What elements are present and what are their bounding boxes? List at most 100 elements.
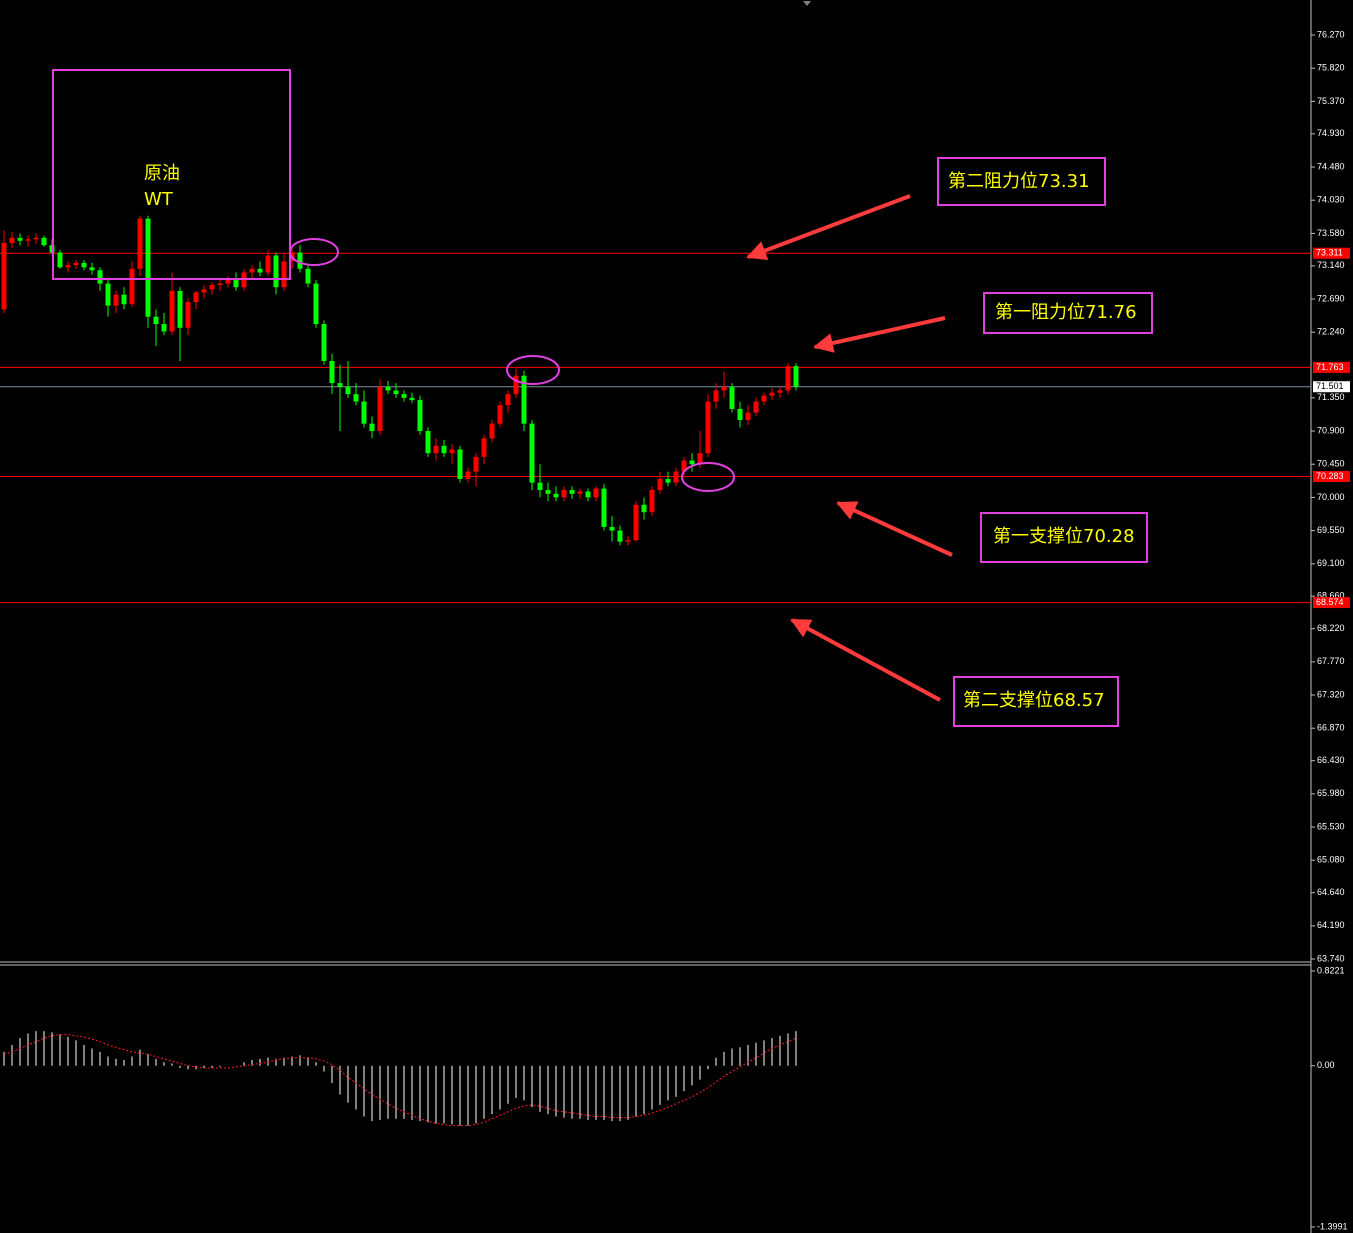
candle-body xyxy=(97,270,103,284)
candle-body xyxy=(529,423,535,483)
candle-body xyxy=(249,268,255,273)
y-tick-label: 72.690 xyxy=(1317,293,1345,303)
candle-body xyxy=(625,540,631,542)
candle-body xyxy=(513,375,519,395)
candle-body xyxy=(41,237,47,246)
candle-body xyxy=(369,423,375,432)
candle-body xyxy=(217,283,223,286)
candle-body xyxy=(665,478,671,483)
candle-body xyxy=(353,394,359,402)
candle-body xyxy=(609,526,615,531)
candle-body xyxy=(641,504,647,513)
candle-body xyxy=(561,490,567,498)
shift-marker xyxy=(803,1,811,6)
candle-body xyxy=(457,449,463,479)
y-tick-label: 70.900 xyxy=(1317,425,1345,435)
y-tick-label: 69.100 xyxy=(1317,558,1345,568)
candle-body xyxy=(225,279,231,284)
macd-tick-label: -1.3991 xyxy=(1317,1221,1348,1231)
candle-body xyxy=(201,289,207,293)
candle-body xyxy=(497,405,503,424)
current-price-bg xyxy=(1313,381,1350,393)
candle-body xyxy=(465,471,471,479)
candle-body xyxy=(305,268,311,284)
candle-body xyxy=(33,237,39,240)
candle-body xyxy=(505,394,511,406)
candle-body xyxy=(689,460,695,465)
candle-body xyxy=(385,386,391,391)
y-tick-label: 65.080 xyxy=(1317,855,1345,865)
candle-body xyxy=(553,493,559,498)
candle-body xyxy=(593,488,599,498)
candle-body xyxy=(313,283,319,325)
candle-body xyxy=(121,294,127,305)
candle-body xyxy=(585,491,591,498)
candle-body xyxy=(89,267,95,271)
level-label-bg xyxy=(1313,471,1350,483)
highlight-ellipse xyxy=(506,355,560,385)
candle-body xyxy=(713,390,719,402)
candle-body xyxy=(129,268,135,305)
candle-body xyxy=(537,482,543,491)
candle-body xyxy=(17,237,23,241)
candle-body xyxy=(657,478,663,491)
candle-body xyxy=(161,324,167,332)
candle-body xyxy=(577,491,583,494)
candle-body xyxy=(329,360,335,384)
candle-body xyxy=(721,386,727,391)
candle-body xyxy=(257,268,263,273)
arrow xyxy=(746,194,911,261)
candle-body xyxy=(433,445,439,454)
annotation-text: 原油 xyxy=(144,163,180,184)
candle-body xyxy=(321,324,327,361)
candle-body xyxy=(761,395,767,402)
level-label: 70.283 xyxy=(1316,471,1344,481)
candle-body xyxy=(153,316,159,325)
annotation-text: WT xyxy=(144,189,174,210)
candle-body xyxy=(633,504,639,541)
annotation-box xyxy=(953,676,1119,727)
y-tick-label: 67.770 xyxy=(1317,656,1345,666)
candle-body xyxy=(137,218,143,269)
candle-body xyxy=(473,456,479,472)
candle-body xyxy=(265,255,271,273)
candle-body xyxy=(401,394,407,398)
y-tick-label: 73.580 xyxy=(1317,228,1345,238)
y-tick-label: 68.660 xyxy=(1317,591,1345,601)
y-tick-label: 75.820 xyxy=(1317,63,1345,73)
annotation-text: 第二支撑位68.57 xyxy=(963,690,1105,711)
candle-body xyxy=(1,242,7,310)
candle-body xyxy=(793,366,799,387)
candle-body xyxy=(673,471,679,483)
arrow xyxy=(813,316,946,353)
y-tick-label: 74.030 xyxy=(1317,195,1345,205)
candle-body xyxy=(417,400,423,432)
level-label: 71.763 xyxy=(1316,362,1344,372)
annotation-box xyxy=(983,292,1153,334)
candle-body xyxy=(729,386,735,409)
y-tick-label: 75.370 xyxy=(1317,96,1345,106)
candle-body xyxy=(785,366,791,391)
candle-body xyxy=(737,408,743,420)
candle-body xyxy=(9,237,15,243)
annotation-box xyxy=(980,512,1148,563)
candle-body xyxy=(777,390,783,393)
candle-body xyxy=(545,490,551,494)
highlight-ellipse xyxy=(681,462,735,492)
candle-body xyxy=(81,262,87,268)
y-tick-label: 66.430 xyxy=(1317,755,1345,765)
candle-body xyxy=(281,261,287,288)
level-label-bg xyxy=(1313,361,1350,373)
candle-body xyxy=(209,285,215,290)
candle-body xyxy=(681,460,687,472)
candle-body xyxy=(145,218,151,317)
candle-body xyxy=(377,386,383,432)
candle-body xyxy=(361,401,367,424)
candle-body xyxy=(185,301,191,328)
level-label-bg xyxy=(1313,597,1350,609)
candle-body xyxy=(393,390,399,395)
candle-body xyxy=(489,423,495,439)
candle-body xyxy=(345,386,351,395)
macd-signal xyxy=(3,1034,797,1127)
